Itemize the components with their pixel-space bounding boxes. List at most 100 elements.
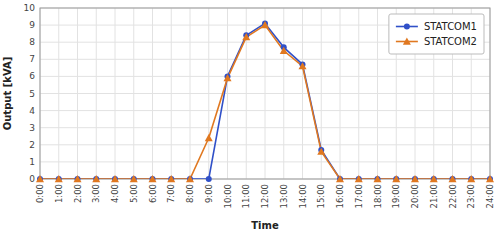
x-grid-line	[265, 8, 266, 179]
y-tick-label: 6	[29, 71, 35, 81]
x-tick-label: 19:00	[391, 184, 401, 209]
series-marker	[412, 176, 418, 182]
series-marker	[449, 175, 457, 182]
series-marker	[37, 176, 43, 182]
series-marker	[375, 176, 381, 182]
x-grid-line	[152, 8, 153, 179]
x-tick-label: 14:00	[298, 184, 308, 209]
series-marker	[205, 134, 213, 141]
x-tick-label: 1:00	[54, 184, 64, 203]
series-marker	[280, 47, 288, 54]
series-marker	[36, 175, 44, 182]
x-tick-label: 0:00	[35, 184, 45, 203]
series-marker	[111, 175, 119, 182]
x-grid-line	[96, 8, 97, 179]
series-marker	[150, 176, 156, 182]
series-marker	[56, 176, 62, 182]
x-tick-label: 6:00	[148, 184, 158, 203]
grid	[40, 8, 490, 179]
x-tick-label: 4:00	[110, 184, 120, 203]
markers	[36, 20, 494, 182]
x-tick-label: 11:00	[241, 184, 251, 209]
x-tick-label: 12:00	[260, 184, 270, 209]
series-marker	[187, 176, 193, 182]
x-grid-line	[302, 8, 303, 179]
series-marker	[299, 62, 307, 69]
x-tick-label: 24:00	[485, 184, 495, 209]
x-tick-label: 3:00	[91, 184, 101, 203]
x-tick-label: 10:00	[223, 184, 233, 209]
x-grid-line	[340, 8, 341, 179]
series-marker	[74, 175, 82, 182]
x-grid-line	[208, 8, 209, 179]
series-marker	[149, 175, 157, 182]
legend: STATCOM1 STATCOM2	[389, 14, 484, 54]
x-tick-label: 2:00	[73, 184, 83, 203]
x-axis: 0:001:002:003:004:005:006:007:008:009:00…	[35, 184, 495, 209]
series-marker	[317, 148, 325, 155]
series-marker	[336, 175, 344, 182]
y-tick-label: 7	[29, 54, 35, 64]
y-tick-label: 1	[29, 157, 35, 167]
series-marker	[374, 175, 382, 182]
series-marker	[93, 176, 99, 182]
series-marker	[487, 176, 493, 182]
series-marker	[356, 176, 362, 182]
y-axis-label: Output [kVA]	[2, 57, 13, 131]
x-tick-label: 22:00	[448, 184, 458, 209]
y-tick-label: 8	[29, 37, 35, 47]
series-marker	[467, 175, 475, 182]
x-grid-line	[227, 8, 228, 179]
x-tick-label: 7:00	[166, 184, 176, 203]
x-tick-label: 8:00	[185, 184, 195, 203]
x-tick-label: 17:00	[354, 184, 364, 209]
chart-svg: 0123456789100:001:002:003:004:005:006:00…	[0, 0, 500, 233]
series-marker	[131, 176, 137, 182]
series-marker	[206, 176, 212, 182]
plot-frame	[40, 8, 490, 179]
series-marker	[186, 175, 194, 182]
series-marker	[242, 33, 250, 40]
legend-box	[389, 14, 484, 54]
y-tick-label: 0	[29, 174, 35, 184]
legend-label: STATCOM1	[424, 21, 477, 32]
x-tick-label: 5:00	[129, 184, 139, 203]
y-tick-label: 5	[29, 89, 35, 99]
series-marker	[168, 176, 174, 182]
y-tick-label: 3	[29, 123, 35, 133]
x-grid-line	[358, 8, 359, 179]
x-grid-line	[77, 8, 78, 179]
x-grid-line	[58, 8, 59, 179]
legend-label: STATCOM2	[424, 36, 477, 47]
x-grid-line	[115, 8, 116, 179]
plot-area	[40, 8, 490, 179]
chart-container: 0123456789100:001:002:003:004:005:006:00…	[0, 0, 500, 233]
y-tick-label: 10	[24, 3, 36, 13]
x-tick-label: 15:00	[316, 184, 326, 209]
series-marker	[431, 176, 437, 182]
series-marker	[224, 74, 232, 81]
x-axis-label: Time	[251, 220, 279, 231]
series-marker	[337, 176, 343, 182]
series-marker	[411, 175, 419, 182]
series-marker	[393, 176, 399, 182]
x-tick-label: 21:00	[429, 184, 439, 209]
x-tick-label: 23:00	[466, 184, 476, 209]
x-tick-label: 18:00	[373, 184, 383, 209]
x-grid-line	[133, 8, 134, 179]
legend-marker	[404, 24, 410, 30]
x-tick-label: 16:00	[335, 184, 345, 209]
series-marker	[486, 175, 494, 182]
series-marker	[55, 175, 63, 182]
series-marker	[112, 176, 118, 182]
y-axis: 012345678910	[24, 3, 36, 184]
series-marker	[75, 176, 81, 182]
series-marker	[167, 175, 175, 182]
x-grid-line	[190, 8, 191, 179]
legend-marker	[403, 38, 411, 45]
series-marker	[468, 176, 474, 182]
x-grid-line	[283, 8, 284, 179]
series-marker	[450, 176, 456, 182]
x-tick-label: 20:00	[410, 184, 420, 209]
series-marker	[392, 175, 400, 182]
